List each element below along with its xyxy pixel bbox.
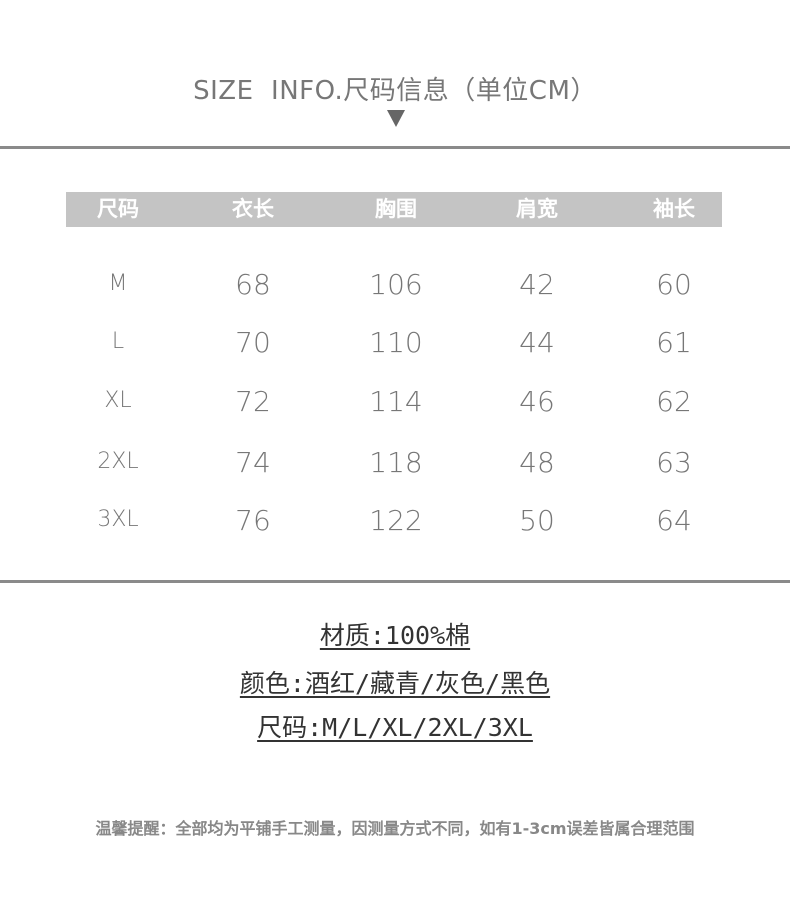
header-shoulder: 肩宽 xyxy=(516,197,558,221)
divider-bottom xyxy=(0,580,790,583)
cell-length: 68 xyxy=(235,268,271,301)
cell-shoulder: 44 xyxy=(519,326,555,359)
cell-chest: 114 xyxy=(369,385,423,418)
cell-size: 2XL xyxy=(97,449,139,474)
cell-chest: 110 xyxy=(369,326,423,359)
header-sleeve: 袖长 xyxy=(653,197,695,221)
cell-length: 76 xyxy=(235,504,271,537)
cell-shoulder: 42 xyxy=(519,268,555,301)
table-header: 尺码 衣长 胸围 肩宽 袖长 xyxy=(66,192,722,227)
color-info: 颜色:酒红/藏青/灰色/黑色 xyxy=(0,664,790,700)
color-text: 颜色:酒红/藏青/灰色/黑色 xyxy=(239,669,551,698)
cell-length: 74 xyxy=(235,446,271,479)
footer-note: 温馨提醒：全部均为平铺手工测量，因测量方式不同，如有1-3cm误差皆属合理范围 xyxy=(95,819,695,838)
header-length: 衣长 xyxy=(232,197,274,221)
cell-sleeve: 61 xyxy=(656,326,692,359)
cell-size: M xyxy=(108,271,128,296)
cell-size: L xyxy=(111,329,125,354)
material-info: 材质:100%棉 xyxy=(0,616,790,652)
cell-length: 72 xyxy=(235,385,271,418)
cell-size: XL xyxy=(104,388,132,413)
cell-chest: 122 xyxy=(369,504,423,537)
page-title: SIZE INFO.尺码信息（单位CM） xyxy=(193,76,597,106)
cell-sleeve: 60 xyxy=(656,268,692,301)
size-text: 尺码:M/L/XL/2XL/3XL xyxy=(257,713,533,742)
cell-sleeve: 63 xyxy=(656,446,692,479)
cell-chest: 118 xyxy=(369,446,423,479)
cell-sleeve: 64 xyxy=(656,504,692,537)
size-info: 尺码:M/L/XL/2XL/3XL xyxy=(0,708,790,744)
cell-shoulder: 46 xyxy=(519,385,555,418)
cell-length: 70 xyxy=(235,326,271,359)
cell-size: 3XL xyxy=(97,507,139,532)
material-text: 材质:100%棉 xyxy=(319,621,471,650)
cell-shoulder: 50 xyxy=(519,504,555,537)
cell-shoulder: 48 xyxy=(519,446,555,479)
header-size: 尺码 xyxy=(97,197,139,221)
header-chest: 胸围 xyxy=(375,197,417,221)
cell-chest: 106 xyxy=(369,268,423,301)
cell-sleeve: 62 xyxy=(656,385,692,418)
divider-top xyxy=(0,146,790,149)
triangle-down-icon xyxy=(387,110,405,127)
